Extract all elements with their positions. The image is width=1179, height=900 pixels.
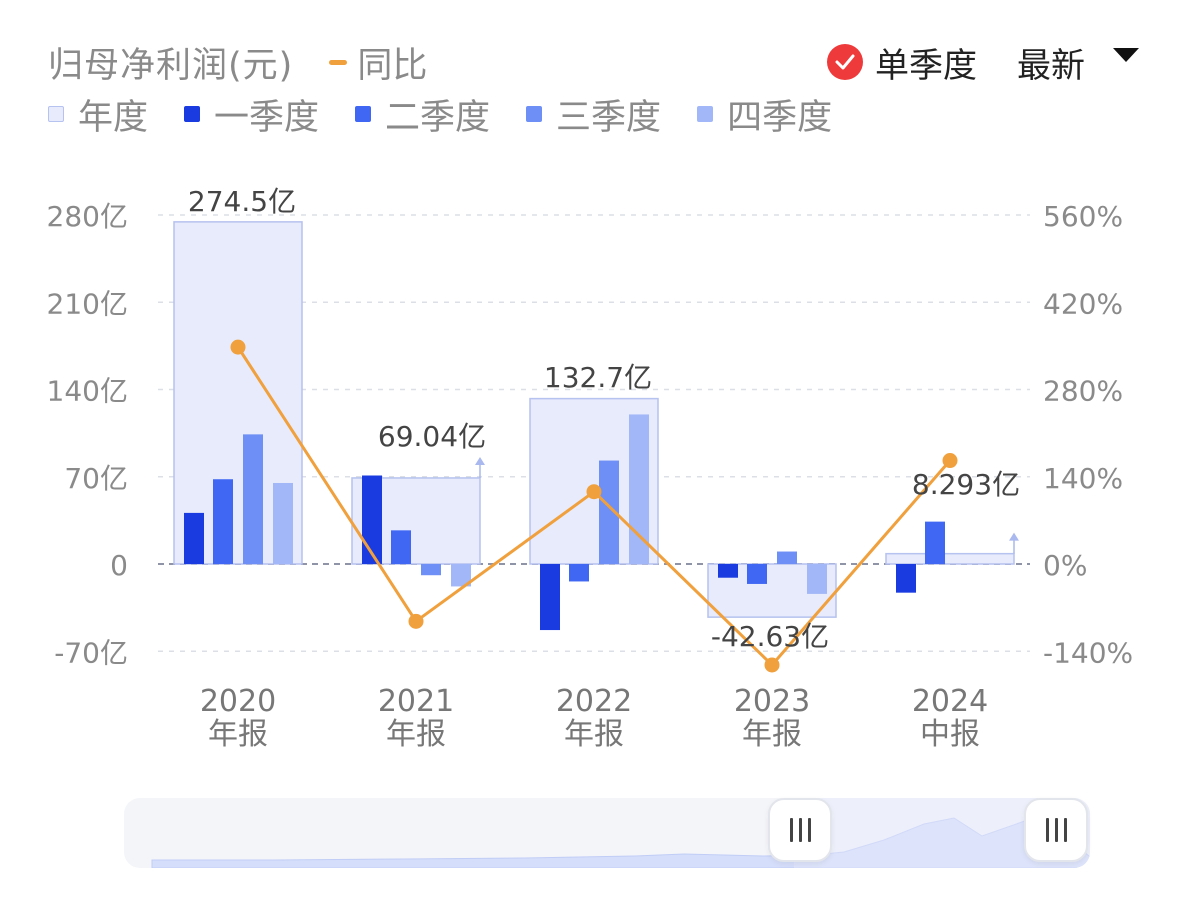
y-left-tick-label: 140亿: [47, 375, 128, 408]
annual-value-label: 8.293亿: [912, 468, 1020, 501]
x-tick-type: 年报: [386, 717, 446, 752]
x-tick-year: 2024: [912, 684, 988, 719]
legend-item-q4[interactable]: 四季度: [697, 89, 832, 140]
quarter-bar: [807, 564, 827, 594]
yoy-legend-label: 同比: [357, 45, 428, 86]
legend-label-q4: 四季度: [727, 97, 833, 138]
y-left-tick-label: 0: [110, 549, 128, 582]
quarter-bar: [629, 414, 649, 564]
yoy-point: [230, 339, 246, 355]
x-tick-type: 年报: [742, 717, 802, 752]
y-left-tick-label: -70亿: [54, 636, 128, 669]
quarter-bar: [451, 564, 471, 587]
x-tick-type: 中报: [920, 717, 980, 752]
legend-swatch-q3: [526, 106, 543, 122]
scroller-left-handle[interactable]: [768, 798, 832, 862]
legend-item-annual[interactable]: 年度: [48, 89, 148, 140]
y-right-tick-label: 420%: [1043, 287, 1123, 320]
quarter-bar: [925, 521, 945, 564]
yoy-point: [586, 484, 602, 500]
legend-swatch-q1: [184, 106, 201, 122]
legend-swatch-q2: [355, 106, 372, 122]
quarter-bar: [184, 512, 204, 564]
annual-marker-arrow: [1009, 532, 1019, 541]
series-legend: 年度 一季度 二季度 三季度 四季度: [48, 92, 868, 138]
y-left-tick-label: 280亿: [47, 200, 128, 233]
x-tick-year: 2022: [556, 684, 632, 719]
quarter-bar: [777, 551, 797, 564]
y-right-tick-label: 280%: [1043, 375, 1123, 408]
quarter-bar: [718, 564, 738, 578]
yoy-legend-swatch: [329, 59, 348, 65]
legend-label-q1: 一季度: [214, 97, 320, 138]
dropdown-triangle-icon[interactable]: [1113, 48, 1139, 62]
chart-controls: 单季度 最新: [827, 38, 1139, 86]
legend-label-q2: 二季度: [385, 97, 491, 138]
annual-bar: [885, 552, 1015, 565]
yoy-point: [408, 613, 424, 629]
yoy-legend[interactable]: 同比: [329, 37, 427, 88]
quarter-bar: [896, 564, 916, 593]
legend-swatch-annual: [48, 106, 64, 122]
legend-item-q1[interactable]: 一季度: [184, 89, 319, 140]
yoy-point: [764, 657, 780, 673]
y-right-tick-label: 140%: [1043, 462, 1123, 495]
legend-item-q2[interactable]: 二季度: [355, 89, 490, 140]
single-quarter-toggle[interactable]: 单季度: [875, 45, 977, 86]
scroller-preview: [151, 798, 1090, 868]
legend-label-q3: 三季度: [556, 97, 662, 138]
legend-swatch-q4: [697, 106, 714, 122]
quarter-bar: [391, 530, 411, 564]
y-left-tick-label: 210亿: [47, 287, 128, 320]
y-right-tick-label: 0%: [1043, 549, 1087, 582]
quarter-bar: [599, 460, 619, 564]
annual-marker-arrow: [475, 456, 485, 465]
scroller-right-handle[interactable]: [1024, 798, 1088, 862]
quarter-bar: [273, 482, 293, 564]
y-right-tick-label: -140%: [1043, 636, 1133, 669]
annual-value-label: 274.5亿: [188, 185, 296, 218]
annual-value-label: 69.04亿: [378, 420, 486, 453]
quarter-bar: [362, 475, 382, 564]
check-icon[interactable]: [827, 44, 863, 80]
quarter-bar: [213, 479, 233, 564]
period-select[interactable]: 最新: [1017, 45, 1085, 86]
quarter-bar: [747, 564, 767, 584]
quarter-bar: [540, 564, 560, 631]
quarter-bar: [243, 434, 263, 564]
legend-label-annual: 年度: [78, 97, 149, 138]
x-tick-year: 2021: [378, 684, 454, 719]
yoy-point: [942, 453, 958, 469]
quarter-bar: [421, 564, 441, 576]
legend-item-q3[interactable]: 三季度: [526, 89, 661, 140]
x-tick-type: 年报: [564, 717, 624, 752]
quarter-bar: [569, 564, 589, 582]
y-left-tick-label: 70亿: [64, 462, 128, 495]
chart-header: 归母净利润(元) 同比: [48, 38, 427, 86]
x-tick-year: 2020: [200, 684, 276, 719]
annual-value-label: 132.7亿: [544, 361, 652, 394]
x-tick-type: 年报: [208, 717, 268, 752]
range-scroller[interactable]: [124, 798, 1090, 868]
chart-title: 归母净利润(元): [48, 45, 294, 86]
x-tick-year: 2023: [734, 684, 810, 719]
y-right-tick-label: 560%: [1043, 200, 1123, 233]
annual-value-label: -42.63亿: [711, 620, 829, 653]
